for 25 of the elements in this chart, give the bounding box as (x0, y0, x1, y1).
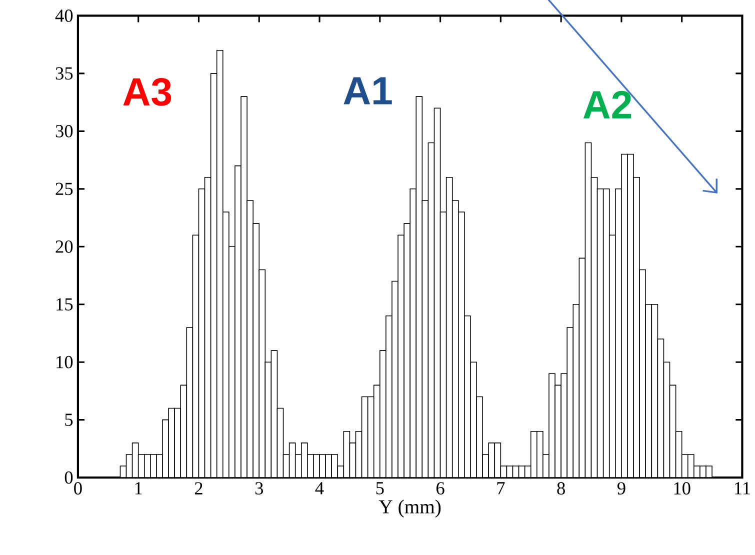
y-tick-label: 30 (56, 124, 73, 138)
x-tick-label: 7 (497, 482, 505, 494)
x-tick-label: 5 (376, 482, 384, 494)
y-tick-label: 10 (56, 356, 73, 368)
annotation: A2 (583, 90, 632, 118)
x-tick-label: 2 (194, 482, 202, 494)
x-tick-label: 4 (315, 482, 324, 494)
x-tick-label: 6 (436, 482, 444, 494)
x-tick-label: 3 (255, 482, 264, 494)
y-tick-label: 0 (64, 471, 73, 484)
x-tick-label: 0 (74, 482, 82, 494)
annotation: A3 (123, 78, 172, 106)
x-tick-label: 8 (557, 482, 565, 494)
y-tick-label: 35 (56, 67, 73, 80)
y-tick-label: 5 (65, 414, 73, 426)
x-tick-label: 9 (617, 482, 626, 494)
y-tick-label: 40 (55, 9, 73, 22)
y-tick-label: 15 (56, 298, 73, 310)
y-tick-label: 25 (56, 182, 73, 195)
x-tick-label: 10 (674, 482, 690, 494)
x-tick-label: 11 (734, 482, 750, 494)
x-axis-title: Y (mm) (378, 500, 441, 518)
x-tick-label: 1 (135, 482, 142, 494)
y-tick-label: 20 (56, 240, 73, 253)
annotation: A1 (344, 77, 392, 104)
